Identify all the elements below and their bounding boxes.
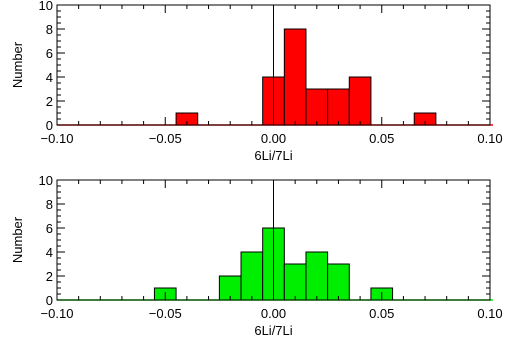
y-tick-label: 6	[46, 221, 53, 236]
y-tick-label: 6	[46, 46, 53, 61]
x-tick-label: 0.05	[369, 306, 394, 321]
x-tick-label: −0.05	[149, 306, 182, 321]
y-tick-label: 2	[46, 94, 53, 109]
x-tick-label: −0.10	[41, 306, 74, 321]
y-axis-title: Number	[10, 41, 25, 88]
histogram-bar	[283, 28, 307, 126]
y-tick-label: 0	[46, 118, 53, 133]
y-tick-label: 2	[46, 269, 53, 284]
histogram-bar	[327, 263, 350, 301]
y-tick-label: 4	[46, 70, 53, 85]
x-tick-label: 0.00	[261, 306, 286, 321]
top-histogram-panel: −0.10 −0.05 0.00 0.05 0.10 0 2 4 6 8 10 6Li/7Li Numb…	[10, 0, 503, 163]
histogram-bar	[327, 88, 350, 126]
x-tick-label: 0.00	[261, 131, 286, 146]
y-tick-label: 4	[46, 245, 53, 260]
y-axis-title: Number	[10, 216, 25, 263]
y-tick-label: 8	[46, 197, 53, 212]
y-tick-label: 10	[39, 173, 53, 188]
histogram-bar	[283, 263, 307, 301]
y-tick-label: 0	[46, 293, 53, 308]
y-tick-label: 10	[39, 0, 53, 13]
histogram-bar	[240, 251, 264, 301]
x-tick-label: −0.05	[149, 131, 182, 146]
x-tick-label: 0.10	[477, 306, 502, 321]
x-axis-title: 6Li/7Li	[254, 148, 292, 163]
bottom-histogram-panel: −0.10 −0.05 0.00 0.05 0.10 0 2 4 6 8 10 6Li/7Li Numb…	[10, 173, 503, 338]
x-axis-title: 6Li/7Li	[254, 323, 292, 338]
x-tick-label: −0.10	[41, 131, 74, 146]
histogram-bar	[305, 88, 329, 126]
x-tick-label: 0.05	[369, 131, 394, 146]
histogram-bar	[348, 76, 372, 126]
histogram-bar	[305, 251, 329, 301]
y-tick-label: 8	[46, 22, 53, 37]
x-tick-label: 0.10	[477, 131, 502, 146]
